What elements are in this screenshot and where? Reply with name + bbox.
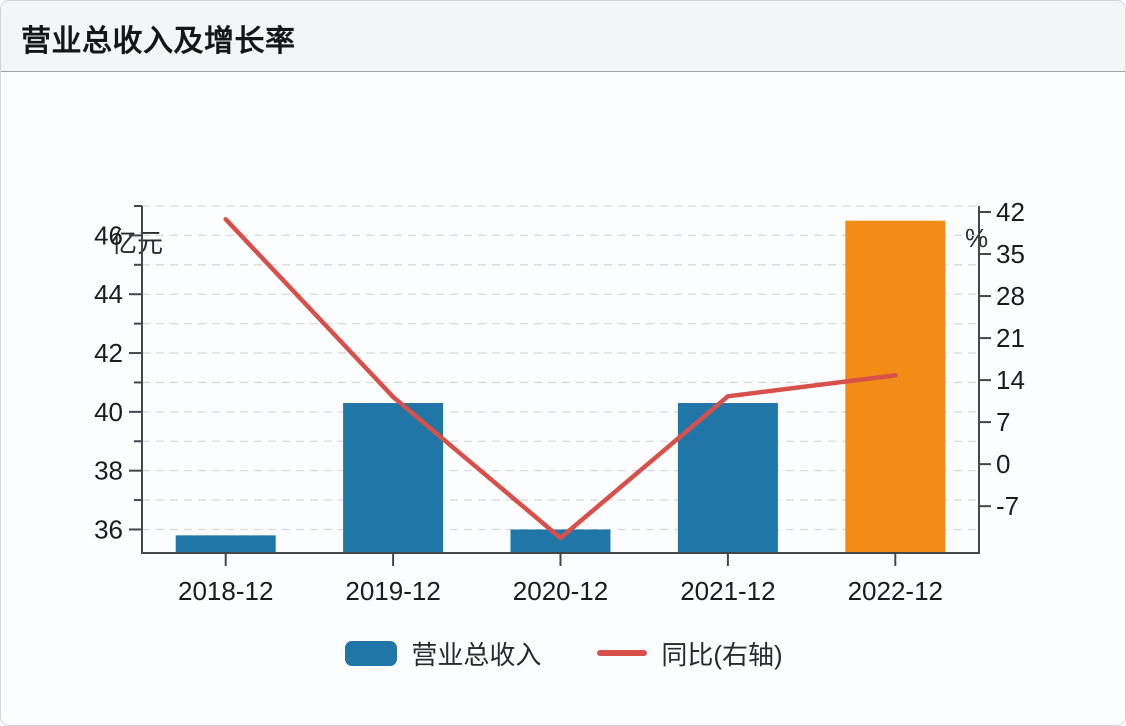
growth-line-swatch-icon bbox=[597, 650, 648, 656]
x-tick-label-2021-12: 2021-12 bbox=[680, 576, 775, 606]
chart-region: 亿元 % 36 38 40 42 44 46 -7 0 7 14 21 28 35 42 2018-12 20… bbox=[1, 73, 1125, 725]
legend-label-growth: 同比(右轴) bbox=[661, 639, 783, 670]
x-tick-label-2022-12: 2022-12 bbox=[848, 576, 943, 606]
right-tick-label: 42 bbox=[996, 197, 1025, 227]
left-tick-label: 40 bbox=[94, 397, 123, 427]
revenue-bar-swatch-icon bbox=[345, 640, 398, 666]
bars-group bbox=[175, 220, 946, 554]
right-tick-label: 14 bbox=[996, 365, 1025, 395]
left-tick-label: 38 bbox=[94, 456, 123, 486]
right-tick-label: 21 bbox=[996, 323, 1025, 353]
right-tick-label: -7 bbox=[996, 491, 1019, 521]
legend-item-growth[interactable]: 同比(右轴) bbox=[597, 635, 783, 672]
bar-2019-12[interactable] bbox=[343, 403, 444, 553]
bar-2021-12[interactable] bbox=[677, 403, 778, 553]
growth-line bbox=[223, 216, 898, 541]
left-tick-label: 42 bbox=[94, 338, 123, 368]
chart-title: 营业总收入及增长率 bbox=[21, 25, 296, 58]
chart-legend: 营业总收入 同比(右轴) bbox=[1, 631, 1125, 675]
bar-2018-12[interactable] bbox=[175, 535, 276, 553]
chart-canvas: 36 38 40 42 44 46 -7 0 7 14 21 28 35 42 2018-12 2019-12… bbox=[94, 197, 1025, 606]
axes: 36 38 40 42 44 46 -7 0 7 14 21 28 35 42 2018-12 2019-12… bbox=[94, 197, 1025, 606]
card-header: 营业总收入及增长率 bbox=[1, 1, 1125, 72]
x-tick-label-2018-12: 2018-12 bbox=[178, 576, 273, 606]
x-tick-label-2020-12: 2020-12 bbox=[513, 576, 608, 606]
left-tick-label: 44 bbox=[94, 279, 123, 309]
right-axis-unit-label: % bbox=[965, 223, 989, 253]
right-tick-label: 0 bbox=[996, 449, 1010, 479]
legend-item-revenue[interactable]: 营业总收入 bbox=[345, 635, 541, 672]
left-axis-unit-label: 亿元 bbox=[111, 228, 164, 258]
bar-2022-12[interactable] bbox=[845, 220, 946, 554]
legend-label-revenue: 营业总收入 bbox=[411, 639, 542, 670]
left-tick-label: 46 bbox=[94, 220, 123, 250]
right-tick-label: 35 bbox=[996, 239, 1025, 269]
right-tick-label: 7 bbox=[996, 407, 1010, 437]
left-tick-label: 36 bbox=[94, 514, 123, 544]
bar-2020-12[interactable] bbox=[510, 529, 611, 553]
x-tick-label-2019-12: 2019-12 bbox=[345, 576, 440, 606]
right-tick-label: 28 bbox=[996, 281, 1025, 311]
